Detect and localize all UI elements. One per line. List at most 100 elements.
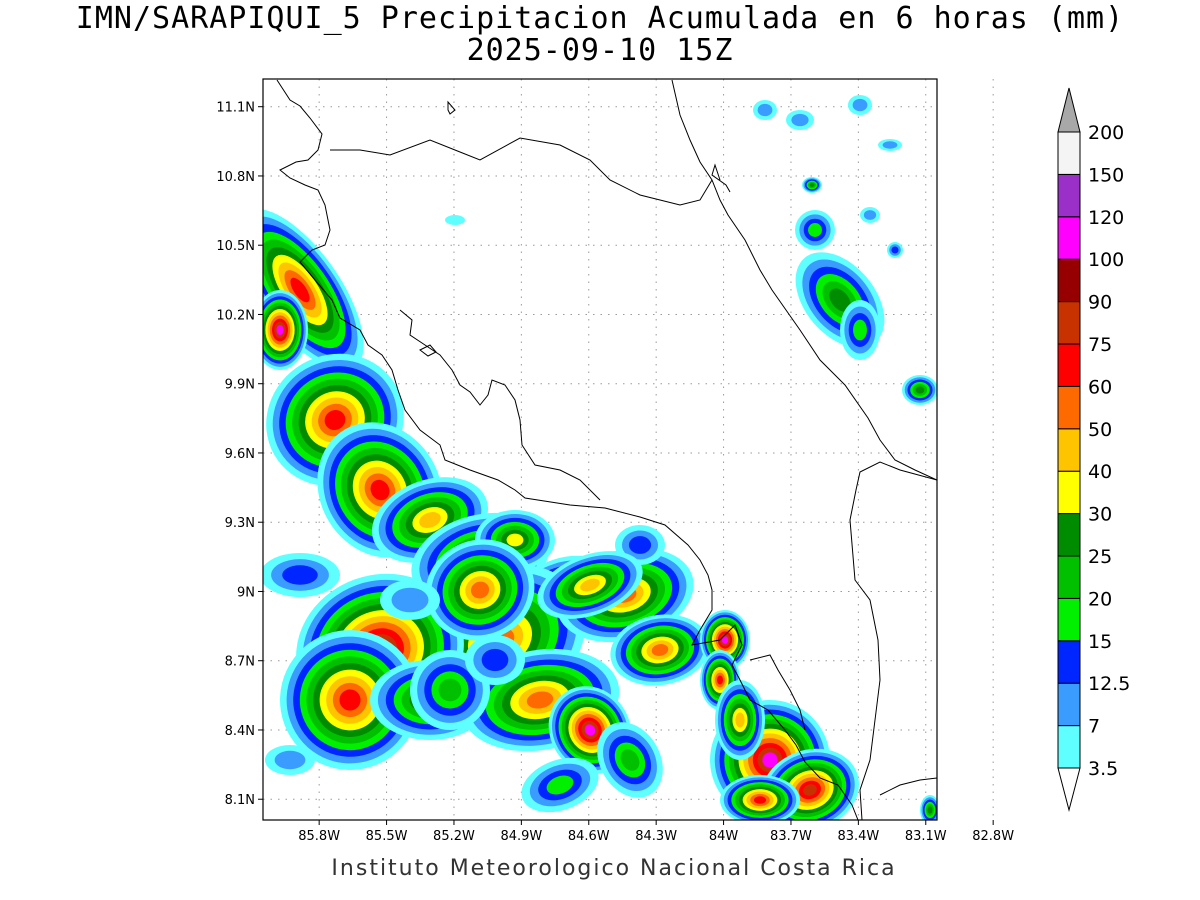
colorbar-label: 25	[1088, 546, 1112, 568]
colorbar-label: 60	[1088, 376, 1112, 398]
border-nicaragua	[330, 137, 713, 206]
precip-contour	[762, 752, 778, 768]
colorbar-label: 30	[1088, 504, 1112, 526]
latitude-label: 8.7N	[225, 655, 255, 670]
map-datetime: 2025-09-10 15Z	[466, 33, 734, 68]
precip-contour	[753, 796, 767, 804]
precip-contour	[290, 277, 310, 303]
coastline-southeast	[879, 777, 937, 796]
precip-contour	[757, 103, 773, 117]
longitude-label: 84.9W	[500, 829, 542, 844]
longitude-label: 83.1W	[905, 829, 947, 844]
latitude-label: 8.4N	[225, 724, 255, 739]
precip-contour	[470, 581, 490, 599]
precipitation-field	[263, 95, 937, 820]
map-frame	[262, 78, 938, 821]
colorbar-swatches	[1057, 87, 1081, 812]
colorbar-label: 7	[1088, 716, 1100, 738]
colorbar-swatch	[1057, 343, 1081, 387]
precip-contour	[809, 183, 815, 187]
longitude-label: 85.2W	[433, 829, 475, 844]
colorbar-label: 200	[1088, 122, 1124, 144]
coastline-caribbean	[671, 79, 937, 481]
longitude-label: 85.5W	[366, 829, 408, 844]
precip-contour	[324, 409, 346, 431]
coastline-osa	[711, 163, 731, 193]
precip-contour	[481, 648, 509, 672]
colorbar-swatch	[1057, 640, 1081, 684]
longitude-label: 84.6W	[568, 829, 610, 844]
colorbar-swatch	[1057, 597, 1081, 642]
precip-contour	[882, 141, 898, 149]
precip-contour	[546, 775, 574, 795]
precip-contour	[651, 644, 669, 656]
precip-contour	[584, 724, 596, 736]
latitude-label: 8.1N	[225, 793, 255, 808]
latitude-label: 10.2N	[216, 308, 255, 323]
precip-contour	[853, 319, 867, 341]
precip-contour	[927, 806, 933, 814]
colorbar-swatch	[1057, 385, 1081, 430]
precip-contour	[274, 750, 306, 770]
colorbar-swatch	[1057, 216, 1081, 260]
latitude-label: 10.5N	[216, 239, 255, 254]
colorbar-swatch	[1057, 513, 1081, 557]
precip-contour	[716, 675, 724, 685]
precip-contour	[735, 712, 745, 728]
precip-contour	[506, 533, 524, 547]
precip-contour	[628, 536, 652, 554]
precip-contour	[863, 210, 877, 220]
longitude-label: 84.3W	[635, 829, 677, 844]
precip-contour	[282, 565, 318, 585]
coastline-nicoya-gulf	[399, 309, 601, 501]
coastline-pacific	[276, 79, 859, 820]
colorbar-swatch	[1057, 725, 1081, 769]
latitude-label: 9.3N	[225, 516, 255, 531]
precip-contour	[803, 784, 817, 796]
colorbar-bottom-arrow	[1057, 767, 1081, 812]
precip-contour	[276, 324, 284, 336]
latitude-labels: 11.1N 10.8N 10.5N 10.2N 9.9N 9.6N 9.3N 9N 8.7N 8.…	[216, 101, 255, 809]
latitude-label: 11.1N	[216, 101, 255, 116]
precip-contour	[526, 691, 554, 709]
colorbar-swatch	[1057, 301, 1081, 345]
precip-contour	[370, 479, 390, 501]
colorbar-swatch	[1057, 682, 1081, 727]
precip-contour	[791, 113, 809, 127]
colorbar-label: 20	[1088, 588, 1112, 610]
precip-contour	[445, 215, 465, 225]
map-grid	[258, 79, 994, 825]
colorbar-label: 15	[1088, 631, 1112, 653]
longitude-label: 83.7W	[770, 829, 812, 844]
precip-contour	[339, 689, 361, 711]
colorbar-label: 90	[1088, 292, 1112, 314]
longitude-label: 82.8W	[972, 829, 1014, 844]
island-chira	[419, 344, 437, 357]
precip-contour	[852, 98, 868, 112]
map-title: IMN/SARAPIQUI_5 Precipitacion Acumulada …	[75, 1, 1125, 36]
footer-credit: Instituto Meteorologico Nacional Costa R…	[331, 856, 897, 881]
precip-contour	[419, 512, 441, 528]
latitude-label: 9.9N	[225, 378, 255, 393]
colorbar-label: 3.5	[1088, 758, 1118, 780]
colorbar-labels: 3.5 7 12.5 15 20 25 30 40 50 60 75 90 100 120 150 200	[1088, 122, 1130, 780]
precip-contour	[391, 587, 429, 613]
colorbar-top-arrow	[1057, 87, 1081, 133]
coastline	[276, 79, 937, 820]
precip-contour	[721, 636, 729, 644]
colorbar-label: 40	[1088, 461, 1112, 483]
longitude-label: 85.8W	[298, 829, 340, 844]
border-panama	[849, 461, 937, 820]
lake-island	[447, 100, 456, 115]
precip-contour	[829, 288, 851, 312]
coastline-burica	[749, 654, 806, 731]
colorbar-label: 100	[1088, 249, 1124, 271]
colorbar-swatch	[1057, 470, 1081, 515]
colorbar-label: 75	[1088, 334, 1112, 356]
colorbar-label: 150	[1088, 164, 1124, 186]
colorbar-swatch	[1057, 428, 1081, 472]
colorbar-label: 120	[1088, 207, 1124, 229]
colorbar-swatch	[1057, 555, 1081, 599]
precip-contour	[915, 386, 925, 394]
